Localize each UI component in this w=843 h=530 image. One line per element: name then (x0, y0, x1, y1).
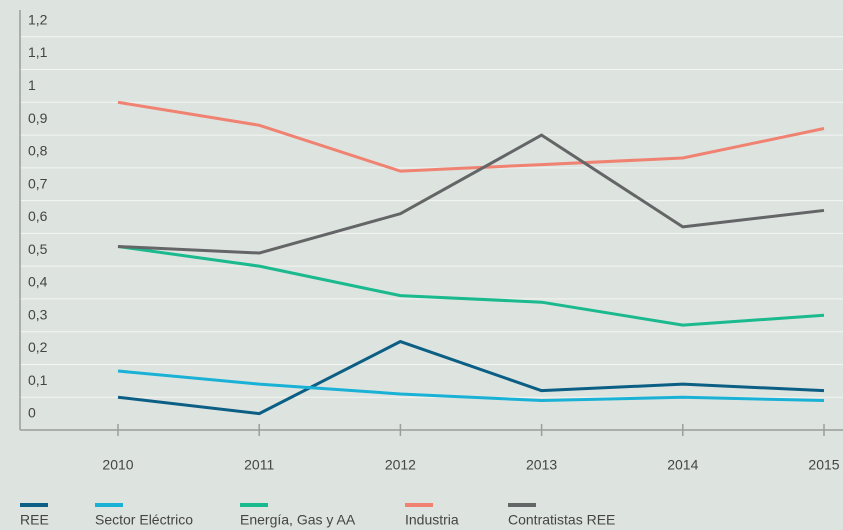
y-tick-label: 1,2 (28, 11, 48, 27)
series-line (117, 245, 825, 327)
series-line (117, 369, 825, 403)
y-tick-label: 0,4 (28, 274, 48, 290)
legend-label: Energía, Gas y AA (240, 512, 356, 528)
y-tick-label: 0,7 (28, 175, 48, 191)
legend-label: REE (20, 512, 49, 528)
y-tick-label: 0,2 (28, 339, 48, 355)
y-tick-label: 0,8 (28, 143, 48, 159)
x-tick-label: 2012 (385, 457, 416, 473)
series-line (117, 100, 825, 173)
y-tick-label: 0,9 (28, 110, 48, 126)
y-tick-label: 0,3 (28, 306, 48, 322)
series-line (117, 340, 825, 416)
y-tick-label: 1 (28, 77, 36, 93)
y-tick-label: 0 (28, 405, 36, 421)
legend-label: Sector Eléctrico (95, 512, 193, 528)
x-tick-label: 2011 (244, 457, 274, 473)
series-line (117, 133, 825, 255)
x-tick-label: 2014 (667, 457, 698, 473)
y-tick-label: 0,5 (28, 241, 48, 257)
x-tick-label: 2015 (808, 457, 839, 473)
legend-label: Industria (405, 512, 459, 528)
y-tick-label: 1,1 (28, 44, 48, 60)
x-tick-label: 2013 (526, 457, 557, 473)
x-tick-label: 2010 (102, 457, 133, 473)
legend-label: Contratistas REE (508, 512, 615, 528)
y-tick-label: 0,1 (28, 372, 48, 388)
y-tick-label: 0,6 (28, 208, 48, 224)
